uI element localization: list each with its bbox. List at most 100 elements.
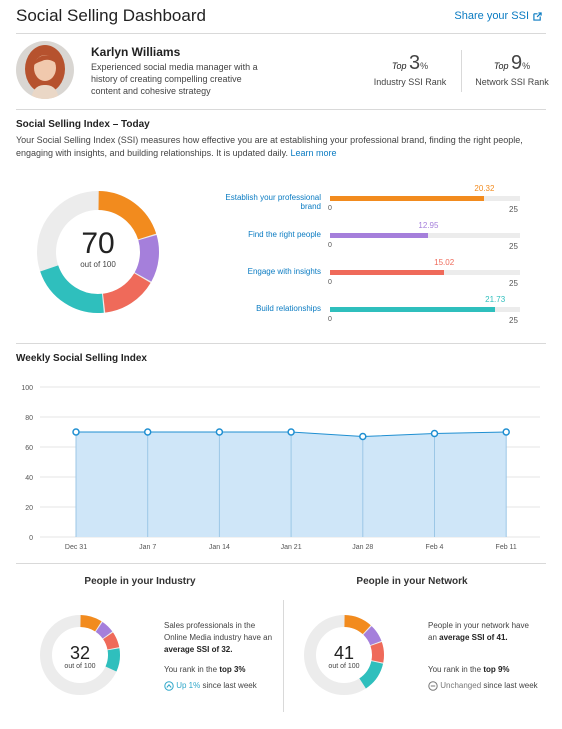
industry-trend: Up 1% since last week (164, 680, 276, 692)
data-point[interactable] (502, 428, 510, 436)
industry-text2-bold: top 3% (219, 665, 246, 674)
network-summary: People in your network have an average S… (428, 620, 540, 644)
bar-fill-4 (330, 307, 496, 312)
rank-divider (461, 50, 462, 92)
profile-name: Karlyn Williams (91, 45, 181, 59)
y-tick-label: 40 (25, 475, 33, 482)
page-title: Social Selling Dashboard (16, 6, 206, 25)
bar-max-2: 25 (509, 242, 518, 251)
industry-donut (40, 615, 120, 695)
industry-score-block: 32 out of 100 (39, 643, 121, 670)
avatar (16, 41, 74, 99)
bar-min-2: 0 (328, 242, 332, 249)
industry-donut-segment-4 (105, 648, 120, 672)
external-link-icon (533, 11, 542, 21)
y-tick-label: 20 (25, 505, 33, 512)
network-score: 41 (333, 643, 355, 663)
network-score-block: 41 out of 100 (303, 643, 385, 670)
network-rank-prefix: Top (493, 61, 509, 71)
industry-score: 32 (69, 643, 91, 663)
data-point[interactable] (287, 428, 295, 436)
y-tick-label: 100 (21, 385, 33, 392)
data-point[interactable] (215, 428, 224, 436)
industry-donut-arcs (40, 615, 120, 695)
ssi-donut-segment-2 (134, 235, 159, 282)
learn-more-link[interactable]: Learn more (290, 148, 337, 158)
industry-donut-segment-1 (80, 615, 102, 632)
ssi-donut-arcs (37, 191, 159, 313)
network-text1: People in your network have an (428, 621, 529, 642)
industry-rank-text: You rank in the top 3% (164, 664, 276, 676)
bottom-divider (283, 600, 284, 712)
industry-rank-prefix: Top (391, 61, 407, 71)
bar-min-4: 0 (328, 316, 332, 323)
data-point[interactable] (359, 432, 367, 441)
network-rank: Top 9% Network SSI Rank (472, 52, 552, 87)
bar-value-4: 21.73 (485, 295, 506, 304)
industry-text1: Sales professionals in the Online Media … (164, 621, 273, 642)
bar-value-3: 15.02 (434, 258, 455, 267)
ssi-score: 70 (81, 227, 115, 260)
network-rank-label: Network SSI Rank (475, 77, 549, 87)
y-tick-label: 60 (25, 445, 33, 452)
data-point[interactable] (143, 428, 152, 436)
ssi-donut (37, 191, 159, 313)
industry-rank-value: 3 (409, 52, 421, 74)
network-donut-segment-4 (359, 660, 384, 689)
network-rank-text: You rank in the top 9% (428, 664, 540, 676)
x-tick-label: Feb 4 (426, 544, 444, 551)
bar-max-1: 25 (509, 205, 518, 214)
industry-text2: You rank in the (164, 665, 218, 674)
ssi-score-label: out of 100 (80, 260, 116, 269)
ssi-donut-segment-1 (98, 191, 157, 240)
bar-track-3 (330, 270, 520, 275)
weekly-divider (16, 563, 546, 564)
network-donut-arcs (304, 615, 384, 695)
ssi-divider (16, 343, 546, 344)
data-point[interactable] (430, 429, 439, 438)
x-tick-label: Jan 28 (352, 544, 373, 551)
network-donut-segment-1 (344, 615, 371, 635)
data-point[interactable] (72, 428, 80, 436)
x-tick-label: Jan 14 (209, 544, 230, 551)
network-rank-value: 9 (511, 52, 523, 74)
bar-min-1: 0 (328, 205, 332, 212)
network-trend: Unchanged since last week (428, 680, 540, 692)
bar-track-4 (330, 307, 520, 312)
network-text2-bold: top 9% (483, 665, 510, 674)
network-text1-bold: average SSI of 41. (439, 633, 508, 642)
bar-track-2 (330, 233, 520, 238)
industry-score-label: out of 100 (64, 663, 96, 670)
industry-summary: Sales professionals in the Online Media … (164, 620, 276, 656)
bar-fill-2 (330, 233, 429, 238)
profile-photo-icon (16, 41, 74, 99)
header-divider (16, 33, 546, 34)
industry-rank: Top 3% Industry SSI Rank (370, 52, 450, 87)
network-trend-rest: since last week (483, 681, 538, 690)
x-tick-label: Jan 21 (281, 544, 302, 551)
share-ssi-link[interactable]: Share your SSI (454, 10, 542, 22)
x-tick-label: Feb 11 (496, 544, 517, 551)
bar-fill-3 (330, 270, 445, 275)
network-donut (304, 615, 384, 695)
weekly-ssi-chart: 0 20 40 60 80 100 Dec 31 Jan 7 Jan 14 Jan 21 Jan 2… (21, 385, 540, 551)
network-score-label: out of 100 (328, 663, 360, 670)
share-ssi-label: Share your SSI (454, 10, 529, 22)
bar-value-2: 12.95 (418, 221, 439, 230)
y-tick-label: 80 (25, 415, 33, 422)
network-title: People in your Network (356, 576, 468, 587)
network-donut-segment-2 (363, 626, 382, 646)
profile-divider (16, 109, 546, 110)
industry-rank-unit: % (420, 61, 429, 71)
bar-max-3: 25 (509, 279, 518, 288)
ssi-score-block: 70 out of 100 (36, 227, 160, 270)
bar-value-1: 20.32 (474, 184, 495, 193)
ssi-description-text: Your Social Selling Index (SSI) measures… (16, 135, 523, 158)
industry-trend-rest: since last week (202, 681, 257, 690)
industry-donut-segment-2 (95, 621, 113, 639)
industry-trend-value: Up 1% (176, 681, 201, 690)
ssi-donut-segment-4 (40, 264, 104, 313)
bar-label-3: Engage with insights (247, 267, 321, 276)
profile-bio: Experienced social media manager with a … (91, 62, 258, 96)
ssi-section-title: Social Selling Index – Today (16, 119, 150, 130)
